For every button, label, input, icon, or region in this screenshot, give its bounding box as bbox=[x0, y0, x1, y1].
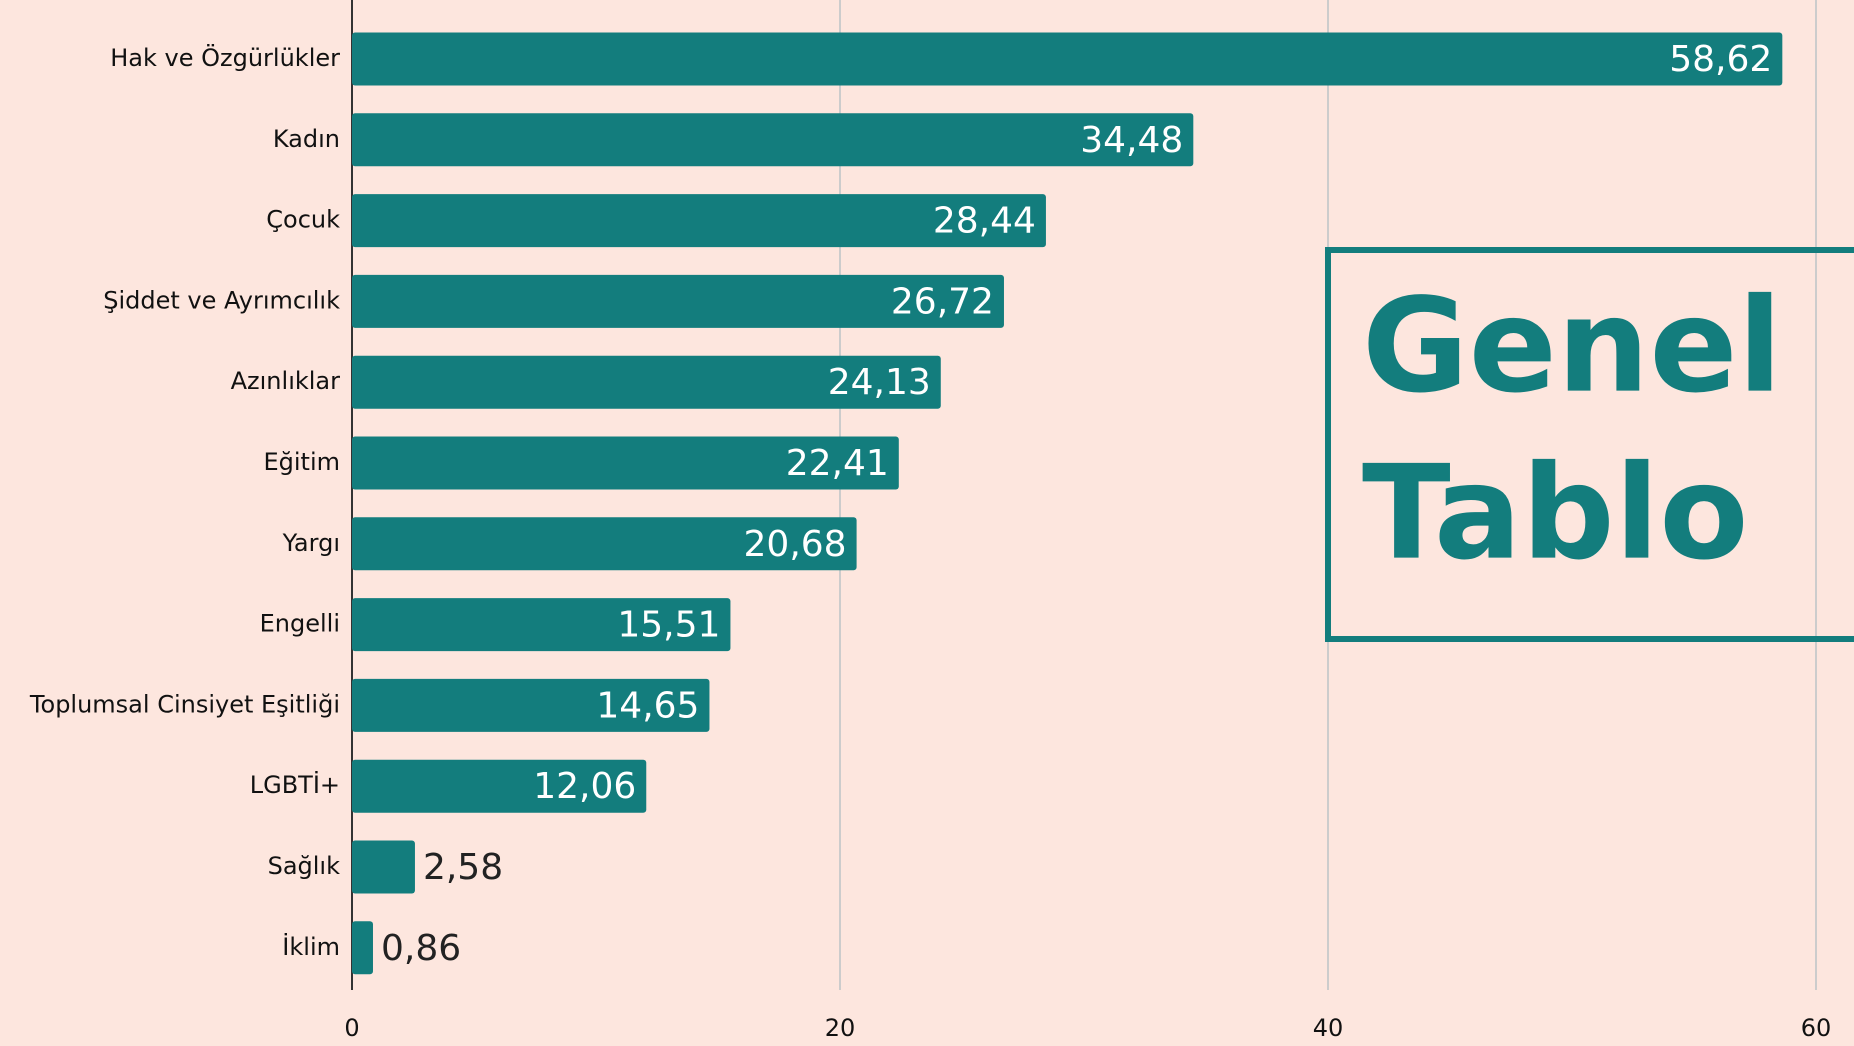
y-tick-label: Hak ve Özgürlükler bbox=[110, 43, 340, 72]
bar bbox=[352, 436, 899, 490]
y-tick-label: LGBTİ+ bbox=[250, 770, 340, 799]
x-tick-label: 0 bbox=[344, 1014, 359, 1042]
y-tick-label: Çocuk bbox=[266, 206, 340, 234]
data-label: 2,58 bbox=[423, 847, 503, 888]
y-tick-label: Azınlıklar bbox=[231, 367, 341, 395]
data-label: 15,51 bbox=[617, 605, 720, 646]
data-label: 0,86 bbox=[381, 928, 461, 969]
y-tick-label: Sağlık bbox=[268, 852, 341, 880]
annotation-box bbox=[1325, 247, 1854, 642]
y-tick-label: Eğitim bbox=[263, 448, 340, 476]
data-label: 26,72 bbox=[891, 281, 994, 322]
bar bbox=[352, 678, 710, 732]
bar bbox=[352, 355, 941, 409]
data-label: 58,62 bbox=[1669, 39, 1772, 80]
y-tick-label: İklim bbox=[282, 932, 340, 961]
bar bbox=[352, 921, 373, 975]
annotation: Genel bbox=[1362, 270, 1782, 422]
data-label: 22,41 bbox=[786, 443, 889, 484]
bar bbox=[352, 32, 1783, 86]
bar bbox=[352, 759, 647, 813]
bar bbox=[352, 113, 1194, 167]
y-tick-label: Toplumsal Cinsiyet Eşitliği bbox=[29, 690, 340, 718]
data-label: 14,65 bbox=[596, 685, 699, 726]
annotation: Tablo bbox=[1362, 437, 1749, 589]
x-tick-label: 20 bbox=[825, 1014, 856, 1042]
data-label: 34,48 bbox=[1080, 120, 1183, 161]
data-label: 28,44 bbox=[933, 201, 1036, 242]
data-label: 20,68 bbox=[744, 524, 847, 565]
y-tick-label: Şiddet ve Ayrımcılık bbox=[103, 286, 340, 314]
y-tick-label: Yargı bbox=[282, 529, 340, 557]
bar bbox=[352, 598, 731, 652]
bar bbox=[352, 517, 857, 571]
y-tick-label: Kadın bbox=[273, 125, 340, 153]
bar bbox=[352, 840, 415, 894]
bar bbox=[352, 274, 1004, 328]
x-tick-label: 40 bbox=[1313, 1014, 1344, 1042]
x-tick-label: 60 bbox=[1801, 1014, 1832, 1042]
bar bbox=[352, 194, 1046, 248]
y-tick-label: Engelli bbox=[260, 610, 340, 638]
data-label: 24,13 bbox=[828, 362, 931, 403]
data-label: 12,06 bbox=[533, 766, 636, 807]
